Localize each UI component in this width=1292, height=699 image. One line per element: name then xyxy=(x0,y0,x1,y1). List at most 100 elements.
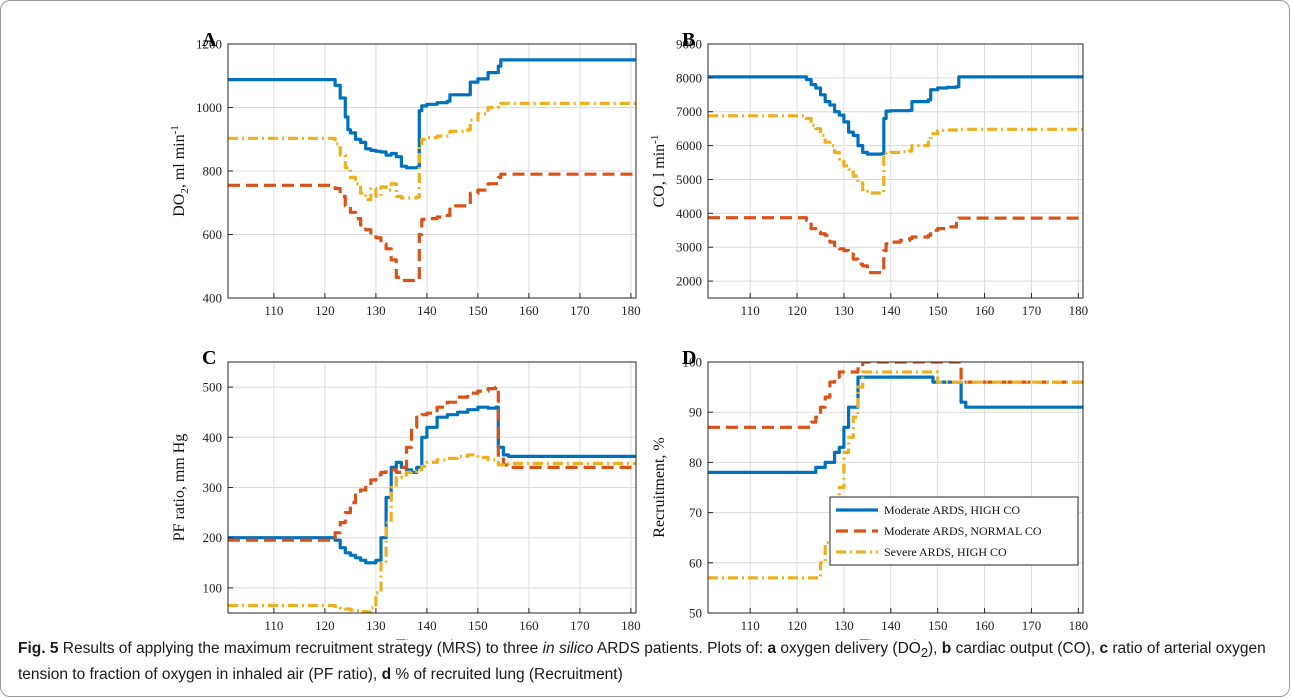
x-tick-label: 170 xyxy=(1022,303,1042,318)
x-tick-label: 110 xyxy=(741,618,760,633)
y-label-sup: -1 xyxy=(649,135,661,144)
series-line-3 xyxy=(228,453,636,613)
series-line-3 xyxy=(228,101,636,202)
axes-box-b xyxy=(707,43,1084,299)
y-tick-label: 3000 xyxy=(676,240,702,255)
y-axis-label-d: Recruitment, % xyxy=(651,437,668,537)
x-tick-label: 130 xyxy=(834,618,854,633)
y-tick-label: 400 xyxy=(203,291,223,306)
figure-plots: 110 120 130 140 150 160 170 180 400 600 800 1000 120… xyxy=(169,29,1088,640)
x-tick-label: 170 xyxy=(570,618,590,633)
y-tick-label: 100 xyxy=(683,355,703,370)
x-tick-label: 110 xyxy=(741,303,760,318)
y-tick-label: 100 xyxy=(203,580,223,595)
caption-text-a2: ), xyxy=(928,640,942,657)
x-tick-label: 130 xyxy=(366,303,386,318)
legend-entry-1: Moderate ARDS, HIGH CO xyxy=(884,503,1020,517)
caption-text-c: ratio of arterial oxygen tension to frac… xyxy=(18,640,1266,684)
legend-box xyxy=(829,496,1079,566)
caption-letter-a: a xyxy=(767,640,777,657)
y-tick-label: 6000 xyxy=(676,138,702,153)
x-tick-label: 140 xyxy=(881,303,901,318)
x-tick-label: 110 xyxy=(264,618,283,633)
x-tick-label: 150 xyxy=(468,303,488,318)
y-tick-label: 400 xyxy=(203,430,223,445)
y-tick-label: 90 xyxy=(689,405,702,420)
caption-text-d: % of recruited lung (Recruitment) xyxy=(391,666,623,684)
panel-c: 110 120 130 140 150 160 170 180 100 200 300 400 500 C… xyxy=(171,347,641,640)
caption-sub-a: 2 xyxy=(920,645,929,661)
x-tick-label: 120 xyxy=(787,303,807,318)
y-label-main: DO xyxy=(171,194,188,217)
y-label-sup: -1 xyxy=(169,125,181,134)
x-tick-label: 150 xyxy=(928,618,948,633)
x-tick-label: 180 xyxy=(1069,303,1089,318)
caption-text-a: oxygen delivery (DO xyxy=(776,640,921,657)
x-tick-label: 150 xyxy=(468,618,488,633)
series-line-2 xyxy=(228,385,636,542)
x-tick-label: 180 xyxy=(621,303,641,318)
y-tick-label: 1000 xyxy=(196,100,222,115)
x-tick-label: 120 xyxy=(787,618,807,633)
y-axis-label-c: PF ratio, mm Hg xyxy=(171,434,188,542)
x-tick-label: 170 xyxy=(1022,618,1042,633)
y-tick-label: 300 xyxy=(203,480,223,495)
x-tick-label: 180 xyxy=(621,618,641,633)
plot-area-b xyxy=(708,44,1083,298)
caption-text-1: Results of applying the maximum recruitm… xyxy=(58,640,543,657)
x-tick-label: 160 xyxy=(519,303,539,318)
y-tick-label: 200 xyxy=(203,530,223,545)
y-tick-label: 600 xyxy=(203,227,223,242)
x-tick-label: 120 xyxy=(315,618,335,633)
y-tick-label: 70 xyxy=(689,505,702,520)
y-label-main: CO, l min xyxy=(651,144,668,208)
caption-letter-c: c xyxy=(1099,640,1109,657)
series-line-2 xyxy=(708,216,1083,275)
panel-a: 110 120 130 140 150 160 170 180 400 600 800 1000 120… xyxy=(169,29,641,318)
y-tick-label: 9000 xyxy=(676,37,702,52)
panel-letter-a: A xyxy=(202,29,217,51)
x-tick-label: 130 xyxy=(366,618,386,633)
series-line-3 xyxy=(708,114,1083,195)
y-axis-label-b: CO, l min-1 xyxy=(649,135,668,208)
x-tick-label: 130 xyxy=(834,303,854,318)
y-tick-label: 500 xyxy=(203,380,223,395)
y-axis-label-a: DO2, ml min-1 xyxy=(169,125,191,217)
x-axis-label-c: Time. mins xyxy=(396,637,468,640)
legend: Moderate ARDS, HIGH CO Moderate ARDS, NOR… xyxy=(829,496,1079,566)
y-tick-label: 7000 xyxy=(676,104,702,119)
legend-entry-2: Moderate ARDS, NORMAL CO xyxy=(884,524,1042,538)
x-tick-label: 160 xyxy=(975,618,995,633)
plot-area-d xyxy=(708,362,1083,613)
legend-entry-3: Severe ARDS, HIGH CO xyxy=(884,545,1007,559)
y-tick-label: 60 xyxy=(689,555,702,570)
series-line-1 xyxy=(708,75,1083,156)
x-tick-label: 140 xyxy=(417,618,437,633)
y-label-rest: , ml min xyxy=(171,134,188,188)
axes-box-d xyxy=(707,361,1084,614)
y-tick-label: 80 xyxy=(689,455,702,470)
figure-caption: Fig. 5 Results of applying the maximum r… xyxy=(18,638,1274,686)
caption-text-2: ARDS patients. Plots of: xyxy=(593,640,768,657)
y-tick-label: 1200 xyxy=(196,37,222,52)
y-label-sub: 2 xyxy=(179,188,191,194)
caption-letter-b: b xyxy=(941,640,952,657)
x-tick-label: 140 xyxy=(881,618,901,633)
series-line-1 xyxy=(228,58,636,170)
y-tick-label: 4000 xyxy=(676,206,702,221)
caption-italic: in silico xyxy=(542,640,594,657)
x-tick-label: 160 xyxy=(975,303,995,318)
x-tick-label: 120 xyxy=(315,303,335,318)
x-tick-label: 180 xyxy=(1069,618,1089,633)
panel-b: 110 120 130 140 150 160 170 180 2000 3000 4000 5000… xyxy=(649,29,1088,318)
panel-letter-c: C xyxy=(202,347,216,369)
caption-fig-label: Fig. 5 xyxy=(18,640,59,657)
y-tick-label: 5000 xyxy=(676,172,702,187)
panel-letter-b: B xyxy=(682,29,695,51)
series-line-2 xyxy=(708,362,1083,429)
series-line-3 xyxy=(708,370,1083,580)
y-tick-label: 50 xyxy=(689,606,702,621)
caption-text-b: cardiac output (CO), xyxy=(951,640,1100,657)
